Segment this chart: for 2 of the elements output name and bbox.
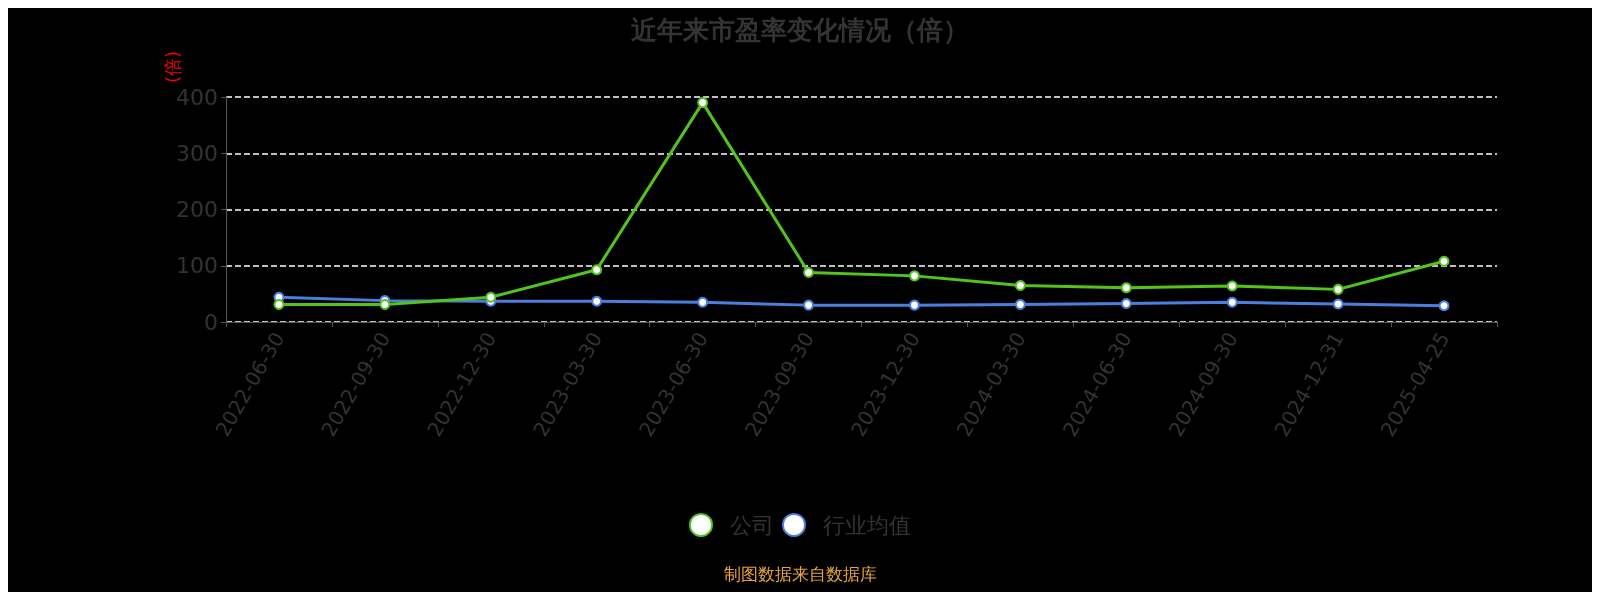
y-axis-title: (倍)	[161, 51, 183, 84]
text: 制图数据来自数据库	[723, 563, 877, 584]
